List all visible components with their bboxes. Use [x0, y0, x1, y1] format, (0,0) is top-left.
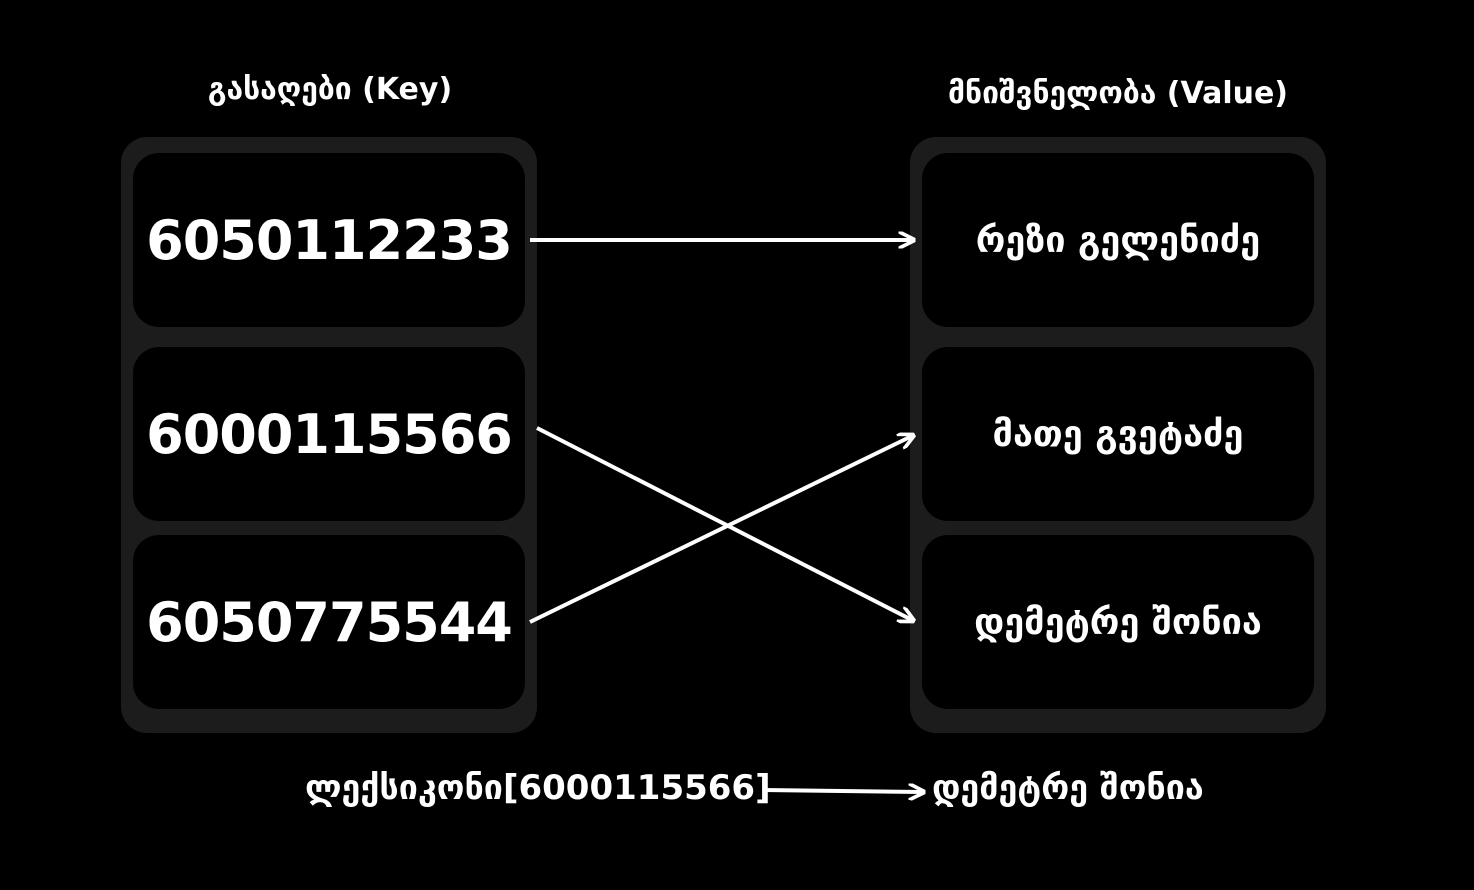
values-panel: რეზი გელენიძე მათე გვეტაძე დემეტრე შონია — [910, 137, 1326, 733]
key-cell: 6050112233 — [133, 153, 525, 327]
key-cell: 6050775544 — [133, 535, 525, 709]
value-cell: დემეტრე შონია — [922, 535, 1314, 709]
value-cell: რეზი გელენიძე — [922, 153, 1314, 327]
lookup-result: დემეტრე შონია — [932, 768, 1204, 808]
value-label: მათე გვეტაძე — [992, 413, 1244, 455]
keys-panel: 6050112233 6000115566 6050775544 — [121, 137, 537, 733]
key-label: 6050112233 — [146, 208, 513, 272]
value-label: რეზი გელენიძე — [975, 219, 1261, 261]
lookup-expression: ლექსიკონი[6000115566] — [305, 768, 771, 808]
lookup-arrow — [762, 790, 922, 792]
keys-column-title: გასაღები (Key) — [207, 72, 453, 107]
mapping-arrow-key1-value2 — [536, 426, 912, 620]
value-cell: მათე გვეტაძე — [922, 347, 1314, 521]
mapping-arrow-key2-value1 — [529, 436, 912, 624]
key-label: 6000115566 — [146, 402, 513, 466]
key-cell: 6000115566 — [133, 347, 525, 521]
values-column-title: მნიშვნელობა (Value) — [947, 76, 1289, 111]
value-label: დემეტრე შონია — [974, 601, 1262, 643]
key-label: 6050775544 — [146, 590, 513, 654]
